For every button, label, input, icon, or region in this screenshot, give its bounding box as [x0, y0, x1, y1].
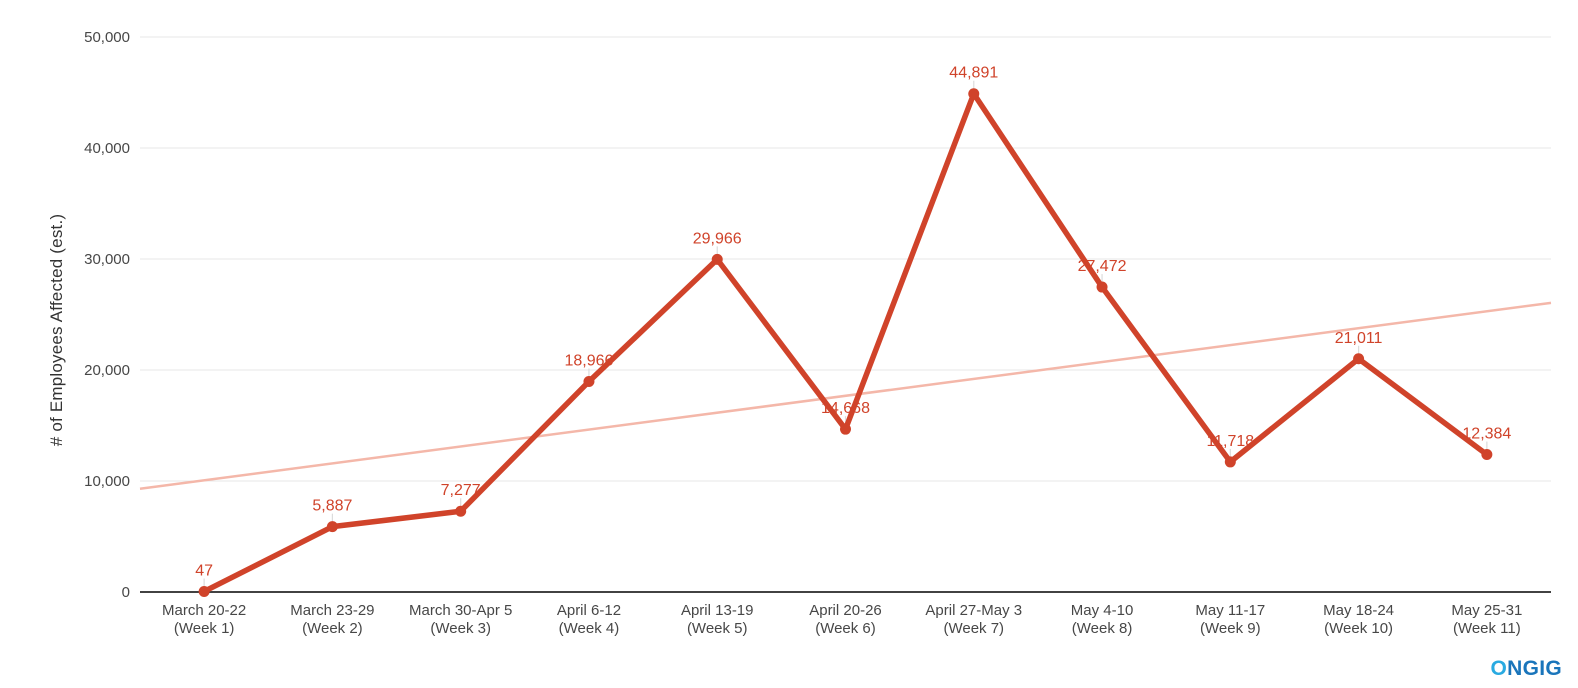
trendline — [139, 301, 1552, 491]
x-tick-label: May 4-10 (Week 8) — [1071, 602, 1134, 637]
data-point-label: 47 — [195, 562, 213, 579]
x-tick-label: March 20-22 (Week 1) — [162, 602, 246, 637]
data-point — [711, 253, 723, 265]
ongig-logo-prefix: O — [1490, 657, 1508, 680]
x-tick-label: March 23-29 (Week 2) — [290, 602, 374, 637]
ongig-logo-rest: NGIG — [1507, 657, 1562, 680]
data-point-label: 5,887 — [312, 498, 352, 515]
x-tick-label: April 20-26 (Week 6) — [809, 602, 882, 637]
x-tick-label: March 30-Apr 5 (Week 3) — [409, 602, 512, 637]
x-tick-label: April 6-12 (Week 4) — [557, 602, 621, 637]
x-tick-label: May 18-24 (Week 10) — [1323, 602, 1394, 637]
y-tick-label: 20,000 — [84, 362, 130, 379]
data-point-label: 21,011 — [1335, 330, 1383, 347]
data-point-label: 29,966 — [693, 230, 742, 247]
series-line — [201, 90, 1490, 595]
x-tick-label: April 13-19 (Week 5) — [681, 602, 754, 637]
y-tick-label: 40,000 — [84, 140, 130, 157]
y-tick-label: 30,000 — [84, 251, 130, 268]
data-point-label: 7,277 — [441, 482, 481, 499]
data-point-label: 12,384 — [1462, 426, 1511, 443]
ongig-logo: ONGIG — [1490, 658, 1562, 679]
y-tick-label: 10,000 — [84, 473, 130, 490]
data-point-label: 27,472 — [1078, 258, 1127, 275]
data-point-label: 44,891 — [949, 65, 998, 82]
data-point — [326, 521, 338, 533]
data-point — [1224, 456, 1236, 468]
data-point — [1353, 353, 1365, 365]
data-point-label: 18,966 — [564, 352, 613, 369]
data-point — [1481, 449, 1493, 461]
y-tick-label: 0 — [122, 584, 130, 601]
x-tick-label: May 25-31 (Week 11) — [1451, 602, 1522, 637]
data-point — [198, 585, 210, 597]
y-axis-title-text: # of Employees Affected (est.) — [47, 213, 66, 447]
data-point — [1096, 281, 1108, 293]
data-point — [968, 88, 980, 100]
x-tick-label: May 11-17 (Week 9) — [1195, 602, 1265, 637]
y-tick-label: 50,000 — [84, 29, 130, 46]
x-tick-label: April 27-May 3 (Week 7) — [925, 602, 1022, 637]
data-point — [840, 423, 851, 435]
data-point — [583, 375, 595, 387]
data-point-label: 11,718 — [1206, 433, 1254, 450]
data-point-label: 14,668 — [821, 400, 870, 417]
data-point — [455, 505, 467, 517]
